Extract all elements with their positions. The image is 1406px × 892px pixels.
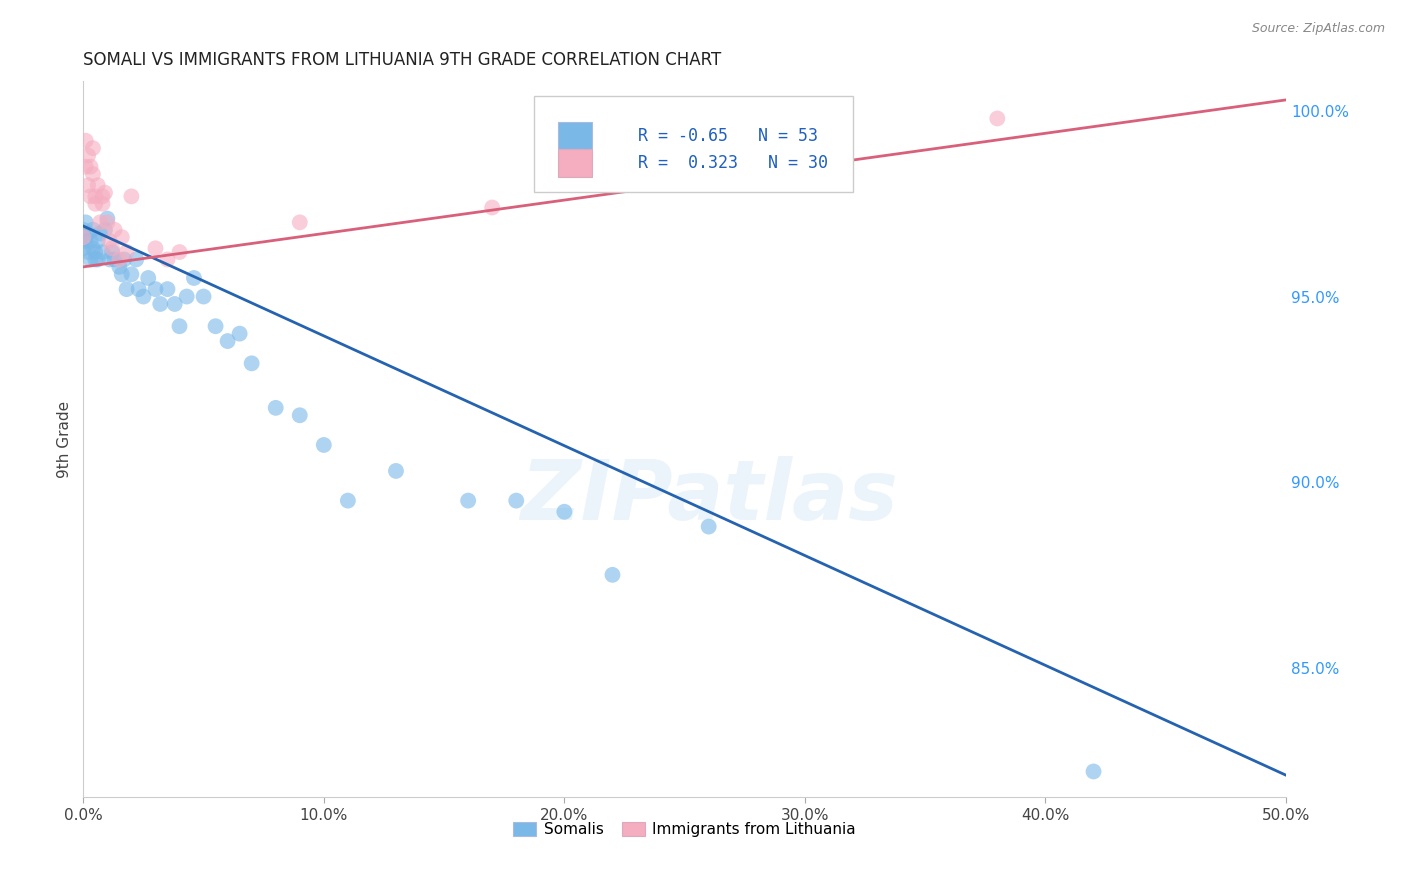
Point — [103, 252, 125, 267]
Point — [84, 196, 107, 211]
Point — [385, 464, 408, 478]
Text: R = -0.65   N = 53: R = -0.65 N = 53 — [638, 127, 818, 145]
Point — [91, 196, 114, 211]
Point — [217, 334, 239, 348]
Point — [505, 493, 527, 508]
Point — [72, 241, 94, 255]
Point — [312, 438, 335, 452]
Point — [96, 215, 118, 229]
Point — [145, 241, 167, 255]
Text: ZIPatlas: ZIPatlas — [520, 456, 897, 537]
Point — [91, 245, 114, 260]
Point — [77, 245, 100, 260]
Point — [228, 326, 250, 341]
FancyBboxPatch shape — [558, 122, 592, 149]
Point — [79, 189, 101, 203]
Point — [82, 167, 104, 181]
Point — [553, 505, 575, 519]
Point — [156, 252, 179, 267]
FancyBboxPatch shape — [558, 149, 592, 177]
Point — [82, 223, 104, 237]
Point — [136, 271, 159, 285]
Point — [111, 267, 134, 281]
Point — [98, 234, 121, 248]
Point — [183, 271, 205, 285]
Point — [87, 234, 110, 248]
Point — [108, 260, 131, 274]
Text: R =  0.323   N = 30: R = 0.323 N = 30 — [638, 154, 828, 172]
Point — [264, 401, 287, 415]
Point — [108, 252, 131, 267]
Point — [336, 493, 359, 508]
Point — [79, 160, 101, 174]
Point — [120, 189, 142, 203]
Point — [75, 215, 97, 229]
Point — [288, 215, 311, 229]
Point — [84, 252, 107, 267]
Point — [75, 160, 97, 174]
Point — [112, 252, 135, 267]
Point — [94, 186, 117, 200]
Point — [481, 201, 503, 215]
FancyBboxPatch shape — [534, 95, 853, 193]
Point — [115, 245, 138, 260]
Point — [149, 297, 172, 311]
Point — [79, 252, 101, 267]
Point — [176, 289, 198, 303]
Point — [72, 223, 94, 237]
Point — [87, 252, 110, 267]
Point — [79, 234, 101, 248]
Text: SOMALI VS IMMIGRANTS FROM LITHUANIA 9TH GRADE CORRELATION CHART: SOMALI VS IMMIGRANTS FROM LITHUANIA 9TH … — [83, 51, 721, 69]
Point — [156, 282, 179, 296]
Point — [986, 112, 1008, 126]
Point — [125, 252, 148, 267]
Point — [75, 134, 97, 148]
Point — [204, 319, 226, 334]
Point — [98, 252, 121, 267]
Legend: Somalis, Immigrants from Lithuania: Somalis, Immigrants from Lithuania — [508, 816, 862, 844]
Point — [120, 267, 142, 281]
Point — [457, 493, 479, 508]
Point — [111, 230, 134, 244]
Point — [82, 241, 104, 255]
Point — [82, 141, 104, 155]
Point — [240, 356, 263, 370]
Point — [87, 178, 110, 193]
Point — [128, 282, 150, 296]
Point — [163, 297, 186, 311]
Point — [103, 223, 125, 237]
Point — [84, 245, 107, 260]
Text: Source: ZipAtlas.com: Source: ZipAtlas.com — [1251, 22, 1385, 36]
Point — [193, 289, 215, 303]
Point — [1083, 764, 1105, 779]
Point — [96, 211, 118, 226]
Y-axis label: 9th Grade: 9th Grade — [58, 401, 72, 478]
Point — [132, 289, 155, 303]
Point — [72, 230, 94, 244]
Point — [169, 245, 191, 260]
Point — [77, 148, 100, 162]
Point — [697, 519, 720, 533]
Point — [94, 223, 117, 237]
Point — [101, 245, 124, 260]
Point — [75, 234, 97, 248]
Point — [77, 227, 100, 241]
Point — [145, 282, 167, 296]
Point — [101, 241, 124, 255]
Point — [84, 189, 107, 203]
Point — [77, 178, 100, 193]
Point — [89, 227, 111, 241]
Point — [169, 319, 191, 334]
Point — [115, 282, 138, 296]
Point — [288, 409, 311, 423]
Point — [89, 215, 111, 229]
Point — [602, 567, 624, 582]
Point — [91, 189, 114, 203]
